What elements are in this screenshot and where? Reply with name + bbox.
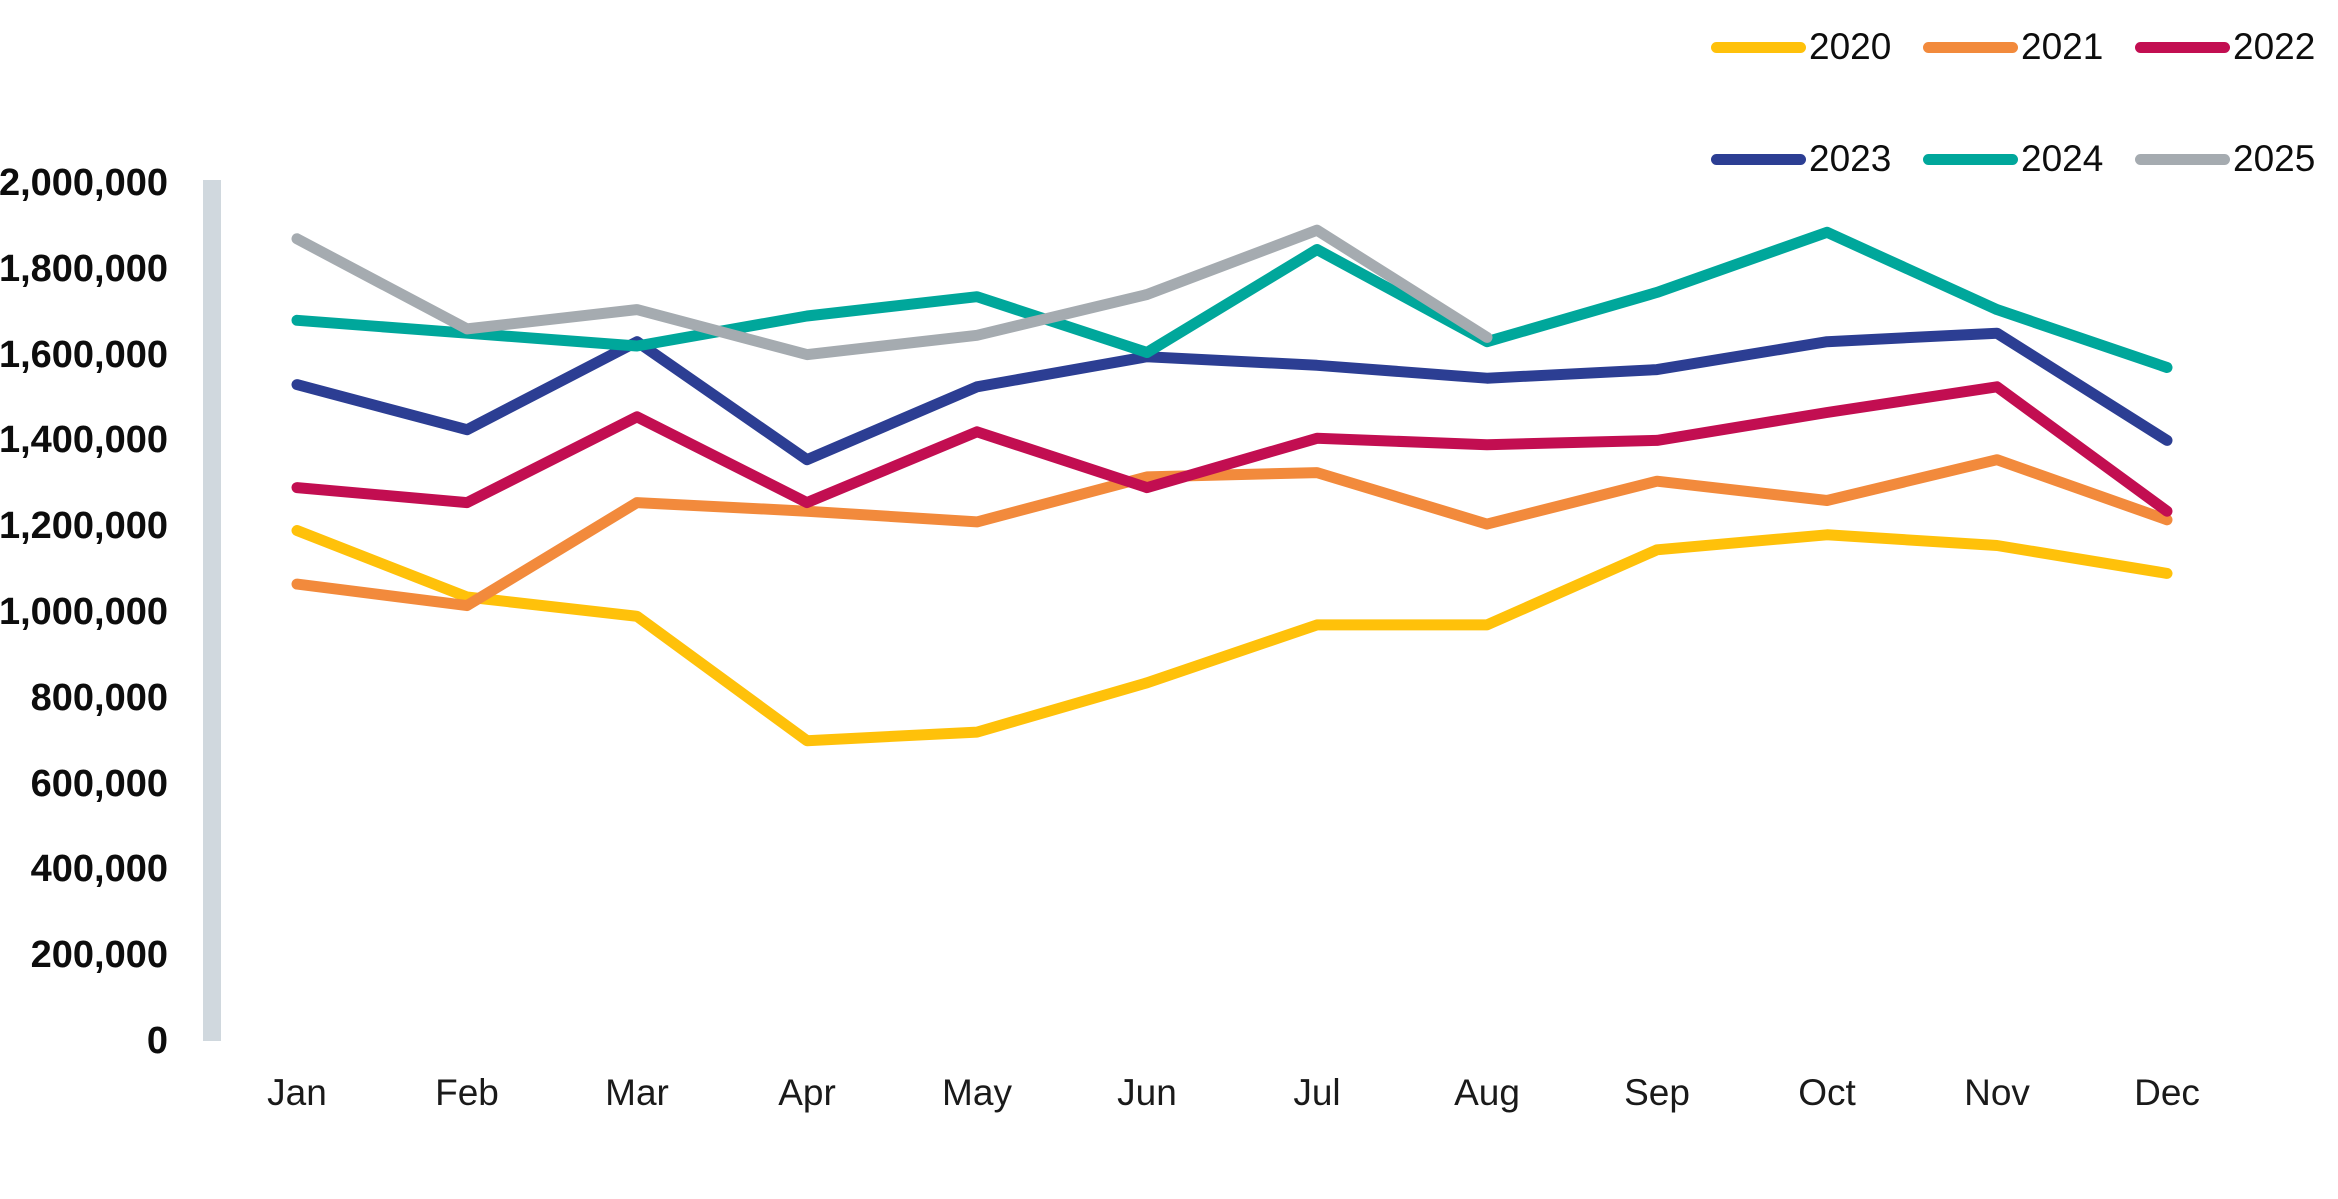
x-axis-tick-label: Jan [267, 1072, 327, 1113]
x-axis-tick-label: Mar [605, 1072, 669, 1113]
legend-swatch-2024 [1923, 153, 2018, 165]
x-axis-tick-label: Jul [1293, 1072, 1341, 1113]
y-axis-tick-label: 1,600,000 [0, 333, 168, 376]
x-axis-tick-label: Jun [1117, 1072, 1177, 1113]
legend-item-2025: 2025 [2135, 139, 2338, 179]
y-axis-bar [203, 180, 221, 1041]
legend-item-2022: 2022 [2135, 27, 2338, 67]
x-axis-tick-label: Feb [435, 1072, 499, 1113]
series-line-2022 [291, 381, 2173, 517]
x-axis-tick-label: Oct [1798, 1072, 1856, 1113]
legend-row: 2023 2024 2025 [1711, 139, 2338, 179]
legend-label: 2025 [2233, 138, 2316, 179]
y-axis-tick-label: 600,000 [30, 762, 168, 805]
y-axis-tick-label: 1,200,000 [0, 505, 168, 548]
x-axis-tick-label: May [942, 1072, 1012, 1113]
legend-label: 2022 [2233, 26, 2316, 67]
y-axis-tick-label: 1,800,000 [0, 247, 168, 290]
x-axis-tick-label: Aug [1454, 1072, 1520, 1113]
series-line-2021 [291, 454, 2173, 612]
y-axis-tick-label: 800,000 [30, 676, 168, 719]
series-line-2020 [291, 525, 2173, 747]
x-axis-tick-label: Dec [2134, 1072, 2200, 1113]
series-line-2023 [291, 327, 2173, 466]
legend-item-2023: 2023 [1711, 139, 1923, 179]
legend-swatch-2023 [1711, 153, 1806, 165]
legend-swatch-2022 [2135, 41, 2230, 53]
legend-swatch-2020 [1711, 41, 1806, 53]
legend-row: 2020 2021 2022 [1711, 27, 2338, 67]
y-axis-tick-label: 1,000,000 [0, 591, 168, 633]
x-axis-tick-label: Apr [778, 1072, 836, 1113]
x-axis-tick-label: Nov [1964, 1072, 2030, 1113]
y-axis-tick-label: 1,400,000 [0, 419, 168, 462]
legend-label: 2020 [1809, 26, 1892, 67]
y-axis-tick-label: 200,000 [30, 934, 168, 977]
legend-item-2024: 2024 [1923, 139, 2135, 179]
y-axis-tick-label: 2,000,000 [0, 162, 168, 204]
series-line-2024 [291, 226, 2173, 373]
y-axis-tick-label: 400,000 [30, 848, 168, 891]
legend-item-2020: 2020 [1711, 27, 1923, 67]
legend-label: 2024 [2021, 138, 2104, 179]
legend-item-2021: 2021 [1923, 27, 2135, 67]
x-axis-tick-label: Sep [1624, 1072, 1690, 1113]
legend-label: 2021 [2021, 26, 2104, 67]
series-line-2025 [291, 224, 1493, 361]
legend-swatch-2025 [2135, 153, 2230, 165]
legend-label: 2023 [1809, 138, 1892, 179]
legend-swatch-2021 [1923, 41, 2018, 53]
y-axis-tick-label: 0 [146, 1020, 168, 1062]
